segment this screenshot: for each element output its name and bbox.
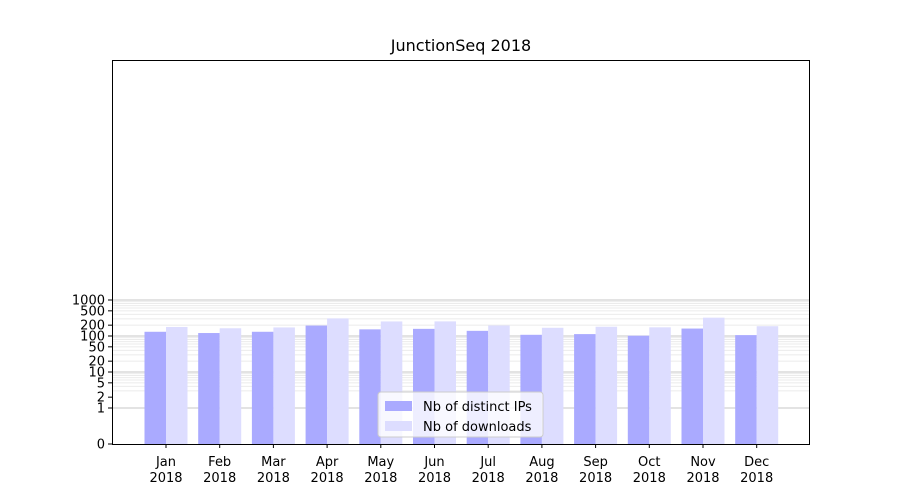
bar-downloads	[327, 318, 349, 444]
bar-downloads	[219, 328, 242, 444]
bar-distinct-ips	[144, 331, 166, 444]
y-tick-label: 500	[80, 304, 105, 319]
x-tick-label-year: 2018	[525, 471, 558, 486]
y-tick-label: 1	[97, 402, 105, 417]
x-tick-label-year: 2018	[633, 471, 666, 486]
bar-distinct-ips	[305, 325, 328, 444]
legend[interactable]: Nb of distinct IPs Nb of downloads	[377, 391, 544, 438]
bar-distinct-ips	[627, 335, 650, 444]
x-tick-label-year: 2018	[686, 471, 719, 486]
x-tick-label-year: 2018	[579, 471, 612, 486]
bar-distinct-ips	[681, 328, 703, 444]
x-tick-label-month: Aug	[529, 455, 554, 470]
bar-distinct-ips	[198, 333, 220, 444]
plot-frame	[112, 60, 810, 445]
x-tick-label-month: Dec	[744, 455, 769, 470]
x-axis: Jan2018Feb2018Mar2018Apr2018May2018Jun20…	[149, 444, 773, 486]
x-tick-label-year: 2018	[472, 471, 505, 486]
x-tick-label-year: 2018	[149, 471, 182, 486]
bar-distinct-ips	[251, 331, 274, 444]
x-tick-label-month: Jun	[423, 455, 444, 470]
x-tick-label-year: 2018	[740, 471, 773, 486]
legend-box	[377, 391, 544, 438]
x-tick-label-month: Jul	[479, 455, 496, 470]
bar-downloads	[649, 327, 671, 444]
x-tick-label-month: Jan	[155, 455, 176, 470]
y-tick-label: 1000	[72, 294, 105, 309]
x-tick-label-month: Nov	[690, 455, 716, 470]
legend-entry-label: Nb of downloads	[423, 420, 532, 435]
y-tick-label: 20	[88, 355, 105, 370]
x-tick-label-month: May	[367, 455, 394, 470]
y-tick-label: 2	[97, 391, 105, 406]
y-tick-label: 100	[80, 330, 105, 345]
x-tick-label-month: Oct	[638, 455, 660, 470]
bar-distinct-ips	[359, 329, 381, 444]
x-tick-label-month: Sep	[583, 455, 608, 470]
bar-downloads	[273, 327, 295, 444]
x-tick-label-year: 2018	[311, 471, 344, 486]
x-tick-label-year: 2018	[418, 471, 451, 486]
y-tick-label: 200	[80, 319, 105, 334]
x-tick-label-year: 2018	[203, 471, 236, 486]
y-tick-label: 0	[97, 438, 105, 453]
bar-downloads	[541, 327, 564, 444]
bar-downloads	[166, 326, 188, 444]
bar-downloads	[703, 317, 725, 444]
x-tick-label-month: Feb	[208, 455, 231, 470]
x-tick-label-year: 2018	[257, 471, 290, 486]
x-tick-label-month: Apr	[316, 455, 339, 470]
chart-title: JunctionSeq 2018	[390, 36, 531, 55]
x-tick-label-year: 2018	[364, 471, 397, 486]
bar-distinct-ips	[574, 334, 596, 444]
bar-downloads	[595, 326, 618, 444]
y-tick-label: 5	[97, 376, 105, 391]
legend-entry-label: Nb of distinct IPs	[423, 400, 532, 415]
legend-swatch	[385, 401, 412, 411]
x-tick-label-month: Mar	[261, 455, 286, 470]
bar-downloads	[756, 326, 779, 444]
bar-distinct-ips	[735, 335, 757, 444]
legend-swatch	[385, 421, 412, 431]
y-tick-label: 50	[88, 340, 105, 355]
y-tick-label: 10	[88, 366, 105, 381]
